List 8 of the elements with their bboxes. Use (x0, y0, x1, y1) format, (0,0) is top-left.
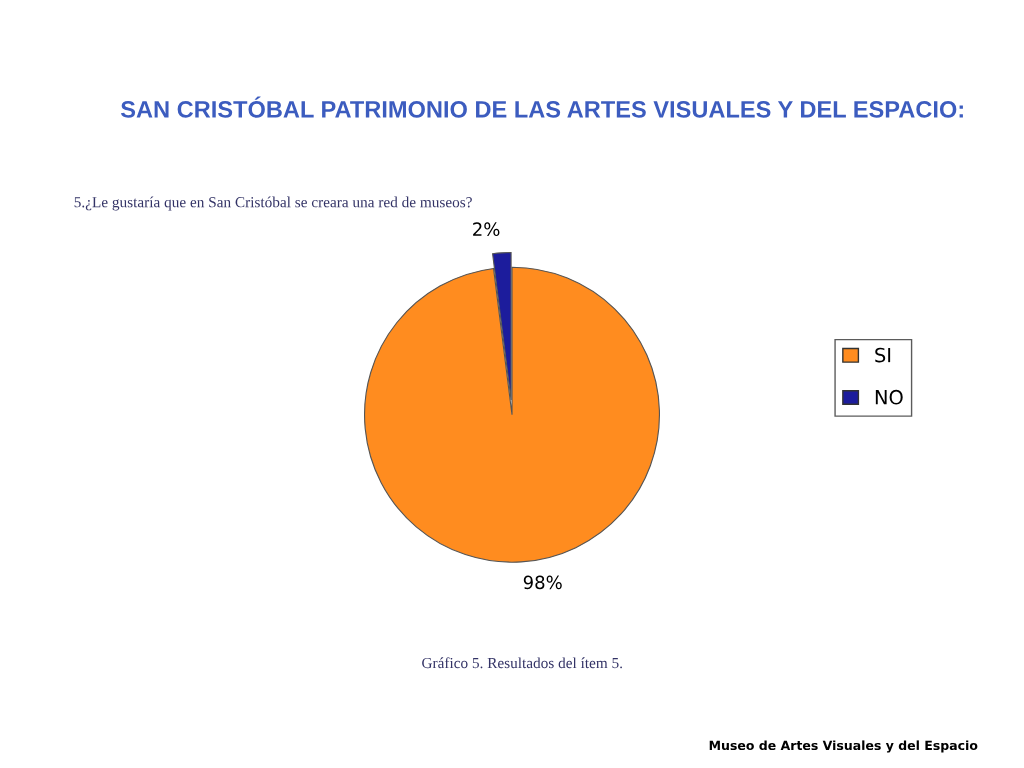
chart-title: SAN CRISTÓBAL PATRIMONIO DE LAS ARTES VISUALES Y DEL ESPACIO: (120, 96, 963, 118)
data-label: 2% (473, 222, 500, 236)
chart-subtitle: 5.¿Le gustaría que en San Cristóbal se creara una red de museos? (74, 196, 472, 211)
data-label: 98% (523, 575, 562, 590)
legend-label: NO (875, 389, 903, 405)
text: Museo de Artes Visuales y del Espacio (709, 740, 978, 753)
text: Gráfico 5. Resultados del ítem 5. (422, 657, 622, 669)
legend-label: SI (875, 347, 891, 363)
